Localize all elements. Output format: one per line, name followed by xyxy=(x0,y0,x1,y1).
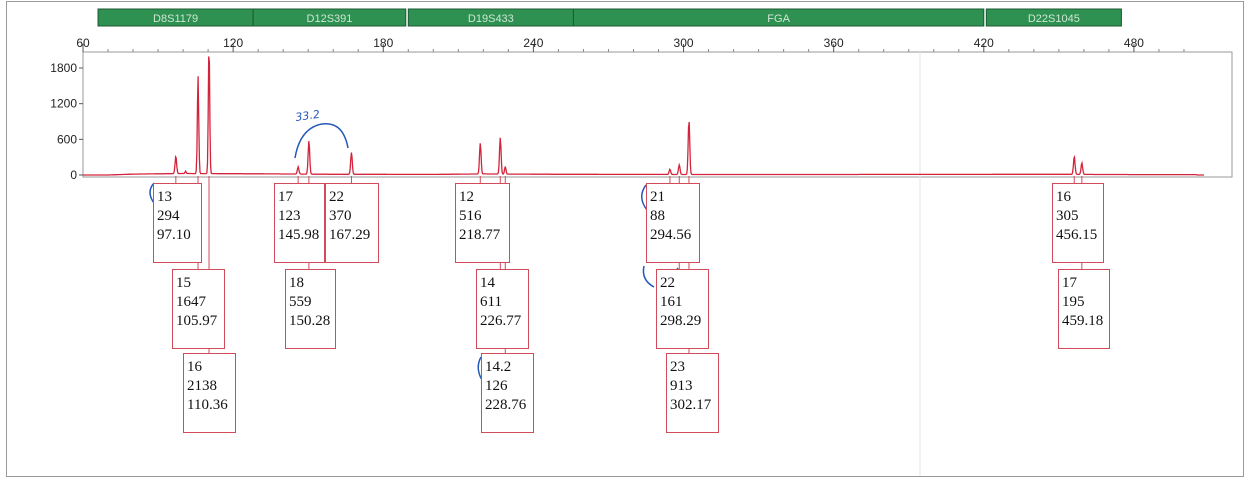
allele-call: 17 xyxy=(1062,275,1077,291)
allele-label: 12 516 218.77 xyxy=(455,183,510,263)
x-tick-label: 360 xyxy=(824,36,844,50)
allele-call: 14 xyxy=(480,275,495,291)
peak-size: 97.10 xyxy=(157,227,191,243)
locus-bar-d12s391 xyxy=(252,8,407,27)
peak-size: 150.28 xyxy=(289,313,331,329)
y-tick-label: 0 xyxy=(70,168,77,182)
allele-call: 17 xyxy=(278,189,293,205)
locus-name: D19S433 xyxy=(468,13,514,25)
y-tick-label: 1800 xyxy=(50,61,77,75)
locus-name: D8S1179 xyxy=(153,13,198,25)
allele-call: 22 xyxy=(660,275,675,291)
allele-label: 22 370 167.29 xyxy=(325,183,379,263)
peak-size: 110.36 xyxy=(187,397,228,413)
allele-label: 17 195 459.18 xyxy=(1058,269,1110,349)
x-tick-label: 480 xyxy=(1124,36,1144,50)
peak-height: 913 xyxy=(670,378,693,394)
y-tick-label: 1200 xyxy=(50,97,77,111)
x-tick-label: 420 xyxy=(974,36,994,50)
peak-size: 145.98 xyxy=(278,227,320,243)
peak-height: 123 xyxy=(278,208,301,224)
allele-label: 17 123 145.98 xyxy=(274,183,325,263)
plot-area xyxy=(82,51,1233,178)
peak-height: 88 xyxy=(650,208,665,224)
peak-size: 226.77 xyxy=(480,313,522,329)
paren-mark-left xyxy=(149,182,155,204)
peak-height: 126 xyxy=(485,378,508,394)
peak-size: 456.15 xyxy=(1056,227,1098,243)
allele-call: 18 xyxy=(289,275,304,291)
peak-height: 195 xyxy=(1062,294,1085,310)
allele-label: 13 294 97.10 xyxy=(153,183,202,263)
locus-name: D12S391 xyxy=(307,13,353,25)
peak-height: 294 xyxy=(157,208,180,224)
paren-mark-left xyxy=(641,184,648,211)
locus-name: FGA xyxy=(767,13,790,25)
peak-height: 1647 xyxy=(176,294,206,310)
allele-label: 18 559 150.28 xyxy=(285,269,336,349)
peak-height: 516 xyxy=(459,208,482,224)
peak-size: 459.18 xyxy=(1062,313,1104,329)
allele-label: 16 2138 110.36 xyxy=(183,353,236,433)
x-tick-label: 120 xyxy=(223,36,243,50)
allele-call: 23 xyxy=(670,359,685,375)
peak-size: 294.56 xyxy=(650,227,692,243)
x-tick-label: 300 xyxy=(674,36,694,50)
peak-size: 218.77 xyxy=(459,227,501,243)
paren-mark-left xyxy=(642,265,655,288)
allele-label: 22 161 298.29 xyxy=(656,269,709,349)
peak-height: 611 xyxy=(480,294,502,310)
allele-call: 14.2 xyxy=(485,359,512,375)
allele-call: 16 xyxy=(1056,189,1071,205)
peak-size: 167.29 xyxy=(329,227,371,243)
peak-height: 559 xyxy=(289,294,312,310)
allele-label: 14 611 226.77 xyxy=(476,269,529,349)
allele-call: 21 xyxy=(650,189,665,205)
allele-label: 16 305 456.15 xyxy=(1052,183,1104,263)
x-tick-label: 60 xyxy=(76,36,90,50)
paren-mark-left xyxy=(477,356,483,381)
allele-label: 15 1647 105.97 xyxy=(172,269,225,349)
handwritten-arc xyxy=(294,122,349,159)
peak-height: 305 xyxy=(1056,208,1079,224)
allele-label: 21 88 294.56 xyxy=(646,183,700,263)
peak-size: 302.17 xyxy=(670,397,712,413)
allele-call: 15 xyxy=(176,275,191,291)
allele-call: 16 xyxy=(187,359,202,375)
x-tick-label: 240 xyxy=(523,36,543,50)
allele-call: 12 xyxy=(459,189,474,205)
allele-label: 14.2 126 228.76 xyxy=(481,353,534,433)
peak-size: 298.29 xyxy=(660,313,702,329)
peak-height: 2138 xyxy=(187,378,217,394)
peak-size: 228.76 xyxy=(485,397,527,413)
locus-bar-fga xyxy=(572,8,985,27)
peak-height: 161 xyxy=(660,294,683,310)
allele-label: 23 913 302.17 xyxy=(666,353,719,433)
locus-name: D22S1045 xyxy=(1028,13,1080,25)
allele-call: 22 xyxy=(329,189,344,205)
peak-size: 105.97 xyxy=(176,313,218,329)
allele-call: 13 xyxy=(157,189,172,205)
locus-bar-d22s1045 xyxy=(985,8,1122,27)
y-tick-label: 600 xyxy=(57,132,77,146)
peak-height: 370 xyxy=(329,208,352,224)
x-tick-label: 180 xyxy=(373,36,393,50)
electropherogram-frame xyxy=(6,1,1244,477)
handwritten-note: 33.2 xyxy=(295,108,321,124)
trace-line xyxy=(83,56,1204,176)
